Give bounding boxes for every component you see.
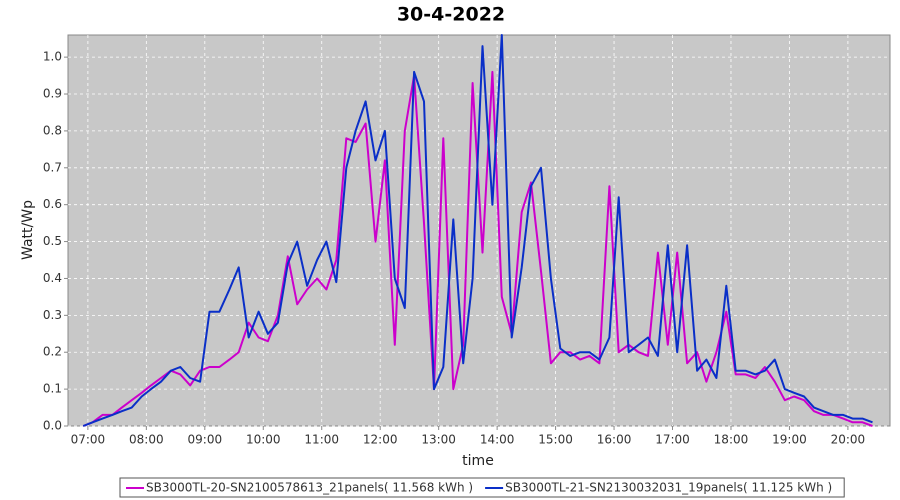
x-tick-label: 10:00 bbox=[246, 433, 281, 447]
y-tick-label: 0.4 bbox=[43, 271, 62, 285]
legend-label: SB3000TL-21-SN2130032031_19panels( 11.12… bbox=[505, 481, 832, 495]
x-tick-label: 11:00 bbox=[304, 433, 339, 447]
y-tick-label: 0.1 bbox=[43, 382, 62, 396]
y-tick-label: 0.0 bbox=[43, 419, 62, 433]
y-tick-label: 1.0 bbox=[43, 50, 62, 64]
y-tick-label: 0.9 bbox=[43, 87, 62, 101]
y-tick-label: 0.3 bbox=[43, 308, 62, 322]
y-tick-label: 0.6 bbox=[43, 197, 62, 211]
legend: SB3000TL-20-SN2100578613_21panels( 11.56… bbox=[119, 477, 845, 498]
x-tick-label: 17:00 bbox=[655, 433, 690, 447]
y-tick-label: 0.2 bbox=[43, 345, 62, 359]
x-tick-label: 09:00 bbox=[188, 433, 223, 447]
x-tick-label: 20:00 bbox=[831, 433, 866, 447]
legend-label: SB3000TL-20-SN2100578613_21panels( 11.56… bbox=[146, 481, 473, 495]
y-tick-label: 0.8 bbox=[43, 123, 62, 137]
x-tick-label: 14:00 bbox=[480, 433, 515, 447]
y-axis-label: Watt/Wp bbox=[20, 200, 36, 260]
x-tick-label: 15:00 bbox=[538, 433, 573, 447]
x-tick-label: 13:00 bbox=[421, 433, 456, 447]
chart-title: 30-4-2022 bbox=[397, 4, 505, 26]
x-tick-label: 08:00 bbox=[129, 433, 164, 447]
y-tick-label: 0.7 bbox=[43, 160, 62, 174]
x-tick-label: 16:00 bbox=[597, 433, 632, 447]
x-tick-label: 19:00 bbox=[772, 433, 807, 447]
legend-box bbox=[119, 477, 845, 498]
series-line bbox=[82, 34, 873, 427]
y-tick-label: 0.5 bbox=[43, 234, 62, 248]
x-axis-label: time bbox=[462, 453, 494, 469]
x-tick-label: 18:00 bbox=[714, 433, 749, 447]
x-tick-label: 07:00 bbox=[71, 433, 106, 447]
x-tick-label: 12:00 bbox=[363, 433, 398, 447]
